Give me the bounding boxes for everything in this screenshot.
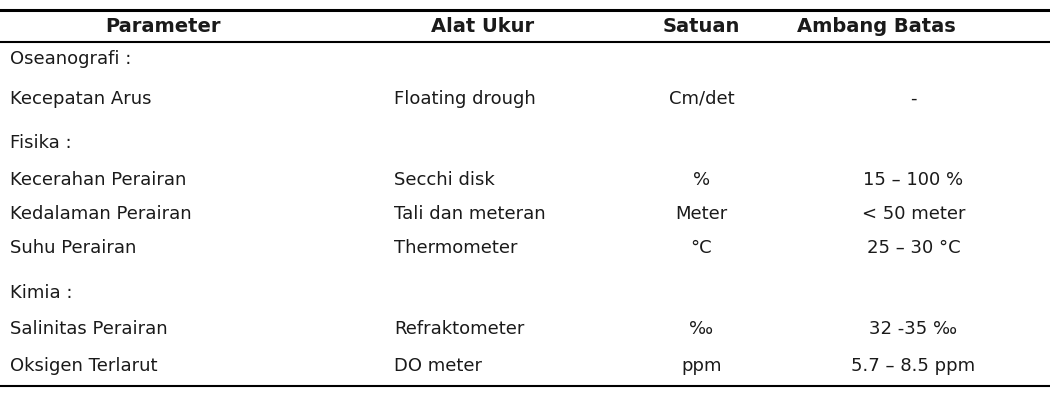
Text: %: % xyxy=(693,171,710,189)
Text: Cm/det: Cm/det xyxy=(669,90,734,108)
Text: Fisika :: Fisika : xyxy=(10,135,72,152)
Text: Secchi disk: Secchi disk xyxy=(394,171,495,189)
Text: Salinitas Perairan: Salinitas Perairan xyxy=(10,320,168,338)
Text: DO meter: DO meter xyxy=(394,357,482,375)
Text: Thermometer: Thermometer xyxy=(394,240,518,257)
Text: 25 – 30 °C: 25 – 30 °C xyxy=(866,240,961,257)
Text: Suhu Perairan: Suhu Perairan xyxy=(10,240,136,257)
Text: 32 -35 ‰: 32 -35 ‰ xyxy=(869,320,958,338)
Text: Ambang Batas: Ambang Batas xyxy=(797,17,957,36)
Text: ppm: ppm xyxy=(681,357,721,375)
Text: Meter: Meter xyxy=(675,205,728,223)
Text: Kecepatan Arus: Kecepatan Arus xyxy=(10,90,152,108)
Text: < 50 meter: < 50 meter xyxy=(862,205,965,223)
Text: 15 – 100 %: 15 – 100 % xyxy=(863,171,964,189)
Text: Kedalaman Perairan: Kedalaman Perairan xyxy=(10,205,192,223)
Text: Satuan: Satuan xyxy=(663,17,740,36)
Text: Refraktometer: Refraktometer xyxy=(394,320,524,338)
Text: Kimia :: Kimia : xyxy=(10,284,74,302)
Text: Floating drough: Floating drough xyxy=(394,90,536,108)
Text: °C: °C xyxy=(691,240,712,257)
Text: Tali dan meteran: Tali dan meteran xyxy=(394,205,545,223)
Text: Alat Ukur: Alat Ukur xyxy=(432,17,534,36)
Text: 5.7 – 8.5 ppm: 5.7 – 8.5 ppm xyxy=(852,357,975,375)
Text: -: - xyxy=(910,90,917,108)
Text: Kecerahan Perairan: Kecerahan Perairan xyxy=(10,171,187,189)
Text: Parameter: Parameter xyxy=(105,17,220,36)
Text: Oksigen Terlarut: Oksigen Terlarut xyxy=(10,357,157,375)
Text: Oseanografi :: Oseanografi : xyxy=(10,50,132,67)
Text: ‰: ‰ xyxy=(690,320,713,338)
